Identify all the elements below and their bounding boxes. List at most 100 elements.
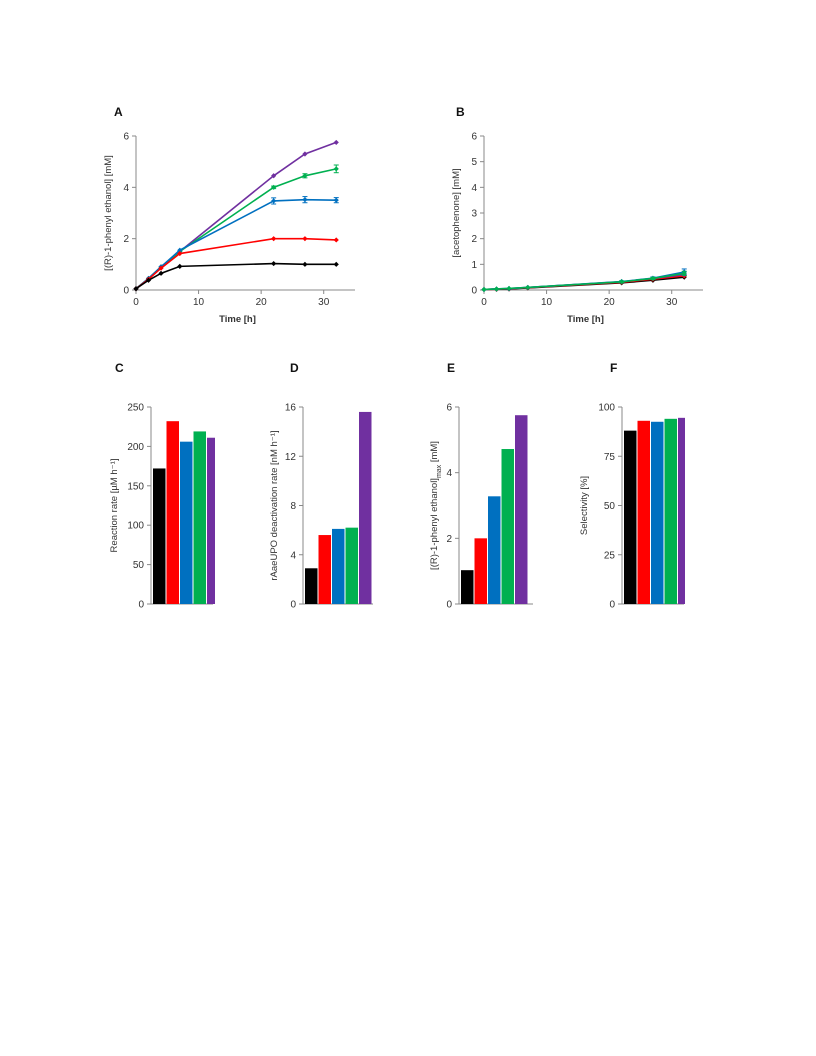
y-tick-label: 75 [604, 452, 616, 463]
data-point [177, 250, 183, 257]
bar [207, 437, 220, 604]
bar [153, 468, 166, 604]
y-tick-label: 0 [290, 600, 296, 611]
y-tick-label: 200 [127, 442, 144, 453]
bar [515, 415, 528, 604]
line-chart-a: 0 2 4 6 0 10 20 30 Time [h] [(R)-1-phenyl ethanol… [103, 132, 355, 325]
panel-label-f: F [610, 361, 618, 375]
data-point [333, 261, 339, 267]
bar [461, 570, 474, 604]
bar [318, 535, 331, 604]
panel-f: F 0 25 50 75 100 Selectivity [%] [575, 355, 691, 615]
data-point [333, 237, 339, 243]
y-tick-label: 0 [471, 286, 477, 297]
y-tick-label: 1 [471, 260, 477, 271]
y-axis-title: rAaeUPO deactivation rate [nM h⁻¹] [269, 430, 280, 580]
y-tick-label: 100 [127, 521, 144, 532]
data-point [481, 286, 487, 293]
x-axis-title: Time [h] [219, 314, 256, 325]
y-tick-label: 16 [285, 403, 297, 414]
bar [193, 431, 206, 604]
data-point [302, 261, 308, 267]
y-tick-label: 2 [123, 234, 129, 245]
y-tick-label: 100 [598, 403, 615, 414]
data-point [506, 285, 512, 292]
data-point [525, 284, 531, 291]
panel-label-c: C [115, 361, 124, 375]
data-point [302, 173, 308, 179]
bar [678, 417, 691, 604]
bar [180, 441, 193, 604]
y-axis-title: Selectivity [%] [579, 476, 590, 535]
y-tick-label: 6 [446, 403, 452, 414]
data-point [133, 286, 139, 292]
data-point [333, 139, 339, 146]
bar-chart-e: 0 2 4 6 [(R)-1-phenyl ethanol]max [mM] [429, 403, 533, 611]
data-point [333, 166, 339, 172]
y-tick-label: 0 [138, 600, 144, 611]
y-tick-label: 4 [123, 183, 129, 194]
bar [501, 449, 514, 604]
panel-e: E 0 2 4 6 [(R)-1-phenyl ethanol]max [mM] [425, 355, 535, 615]
bar-chart-d: 0 4 8 12 16 rAaeUPO deactivation rate [nM h⁻¹… [269, 403, 373, 611]
y-tick-label: 3 [471, 209, 477, 220]
y-tick-label: 25 [604, 550, 616, 561]
x-tick-label: 10 [193, 297, 205, 308]
series-line [135, 262, 337, 290]
y-tick-label: 2 [446, 534, 452, 545]
y-axis-title: [(R)-1-phenyl ethanol]max [mM] [429, 441, 443, 570]
x-axis-title: Time [h] [567, 314, 604, 325]
panel-label-a: A [114, 105, 123, 119]
panel-d: D 0 4 8 12 16 rAaeUPO deactivation rate [nM h… [265, 355, 375, 615]
y-tick-label: 4 [471, 183, 477, 194]
bar-chart-f: 0 25 50 75 100 Selectivity [%] [579, 403, 691, 611]
x-tick-label: 20 [256, 297, 268, 308]
y-tick-label: 250 [127, 403, 144, 414]
panel-label-b: B [456, 105, 465, 119]
y-tick-label: 12 [285, 452, 297, 463]
bar [637, 420, 650, 604]
panel-c: C 0 50 100 150 200 250 Reaction rate [µM h⁻¹] [105, 355, 220, 615]
bar [166, 421, 179, 604]
bar [305, 568, 318, 604]
bar-chart-c: 0 50 100 150 200 250 Reaction rate [µM h⁻¹] [109, 403, 220, 611]
y-tick-label: 4 [290, 550, 296, 561]
bar [488, 496, 501, 604]
series-line [135, 141, 337, 290]
panel-label-d: D [290, 361, 299, 375]
x-tick-label: 20 [604, 297, 616, 308]
y-tick-label: 2 [471, 234, 477, 245]
bar [651, 421, 664, 604]
x-tick-label: 0 [481, 297, 487, 308]
y-tick-label: 50 [604, 501, 616, 512]
y-tick-label: 0 [123, 286, 129, 297]
bar [624, 430, 637, 604]
panel-b: B 0 1 2 3 4 5 6 0 10 20 30 Time [h] [acetophenone] [… [448, 100, 728, 335]
panel-a: A 0 2 4 6 0 10 20 30 Time [h] [(R)-1-phenyl ethan… [100, 100, 380, 335]
y-tick-label: 8 [290, 501, 296, 512]
y-tick-label: 50 [133, 560, 145, 571]
y-tick-label: 6 [123, 132, 129, 143]
bar [332, 528, 345, 604]
y-axis-title: [(R)-1-phenyl ethanol] [mM] [103, 155, 114, 271]
x-tick-label: 30 [666, 297, 678, 308]
x-tick-label: 0 [133, 297, 139, 308]
x-tick-label: 10 [541, 297, 553, 308]
data-point [271, 236, 277, 242]
data-point [302, 236, 308, 242]
bar [664, 418, 677, 604]
data-point [302, 151, 308, 157]
y-tick-label: 0 [609, 600, 615, 611]
bar [474, 538, 487, 604]
y-axis-title: Reaction rate [µM h⁻¹] [109, 459, 120, 553]
data-point [271, 260, 277, 267]
bar [359, 411, 372, 604]
data-point [158, 270, 164, 276]
data-point [177, 247, 183, 253]
data-point [177, 263, 183, 269]
data-point [493, 286, 500, 292]
y-tick-label: 4 [446, 468, 452, 479]
y-tick-label: 0 [446, 600, 452, 611]
y-axis-title: [acetophenone] [mM] [451, 168, 462, 257]
data-point [333, 197, 339, 203]
